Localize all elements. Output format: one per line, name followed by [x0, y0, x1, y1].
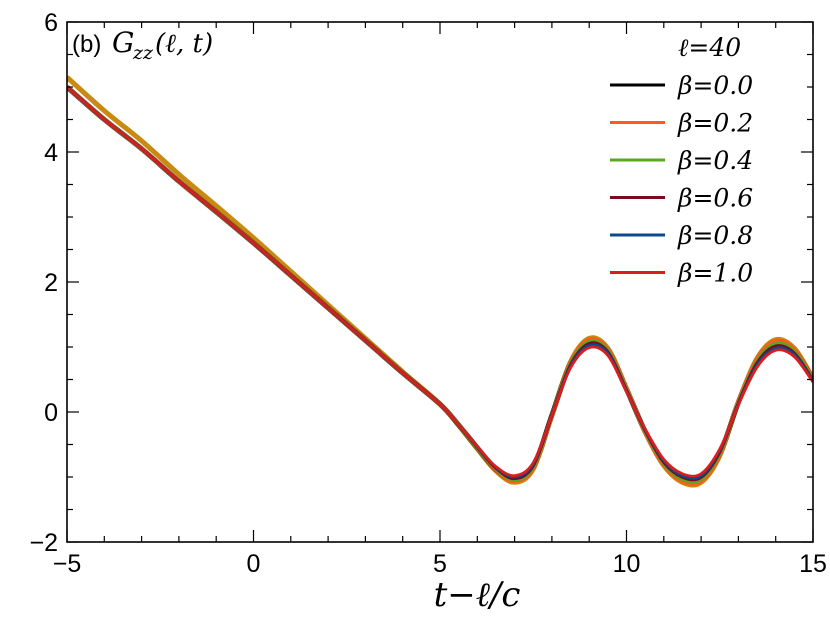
legend-entry-label: β=0.0 — [677, 71, 753, 100]
legend-entry-label: β=0.6 — [677, 184, 753, 213]
x-tick-label: 0 — [247, 550, 261, 578]
series-lines — [67, 85, 813, 486]
panel-label: (b) — [72, 31, 101, 58]
y-tick-label: 4 — [44, 139, 58, 167]
legend-title: ℓ=40 — [678, 33, 741, 62]
y-tick-label: −2 — [29, 529, 58, 557]
y-tick-label: 2 — [44, 269, 58, 297]
x-tick-label: 10 — [613, 550, 641, 578]
title-sub: zz — [132, 42, 154, 64]
legend-entry-label: β=0.2 — [677, 109, 753, 138]
title-main: G — [112, 26, 134, 59]
tick-labels: −5 0 5 10 15 −2 0 2 4 6 — [29, 9, 826, 578]
x-tick-label: 15 — [799, 550, 827, 578]
y-tick-label: 6 — [44, 9, 58, 37]
x-tick-label: −5 — [53, 550, 82, 578]
chart-title: (b) G zz (ℓ, t) — [72, 26, 213, 64]
series-line-5 — [67, 85, 813, 478]
axis-ticks — [66, 21, 814, 543]
legend-entry-label: β=0.4 — [677, 146, 753, 175]
legend-entry-label: β=1.0 — [677, 259, 753, 288]
x-axis-label: t−ℓ/c — [434, 575, 521, 615]
legend: ℓ=40 β=0.0 β=0.2 β=0.4 β=0.6 β=0.8 β=1.0 — [610, 33, 753, 288]
title-args: (ℓ, t) — [155, 29, 213, 59]
legend-entry-label: β=0.8 — [677, 221, 753, 250]
y-tick-label: 0 — [44, 399, 58, 427]
x-tick-label: 5 — [433, 550, 447, 578]
